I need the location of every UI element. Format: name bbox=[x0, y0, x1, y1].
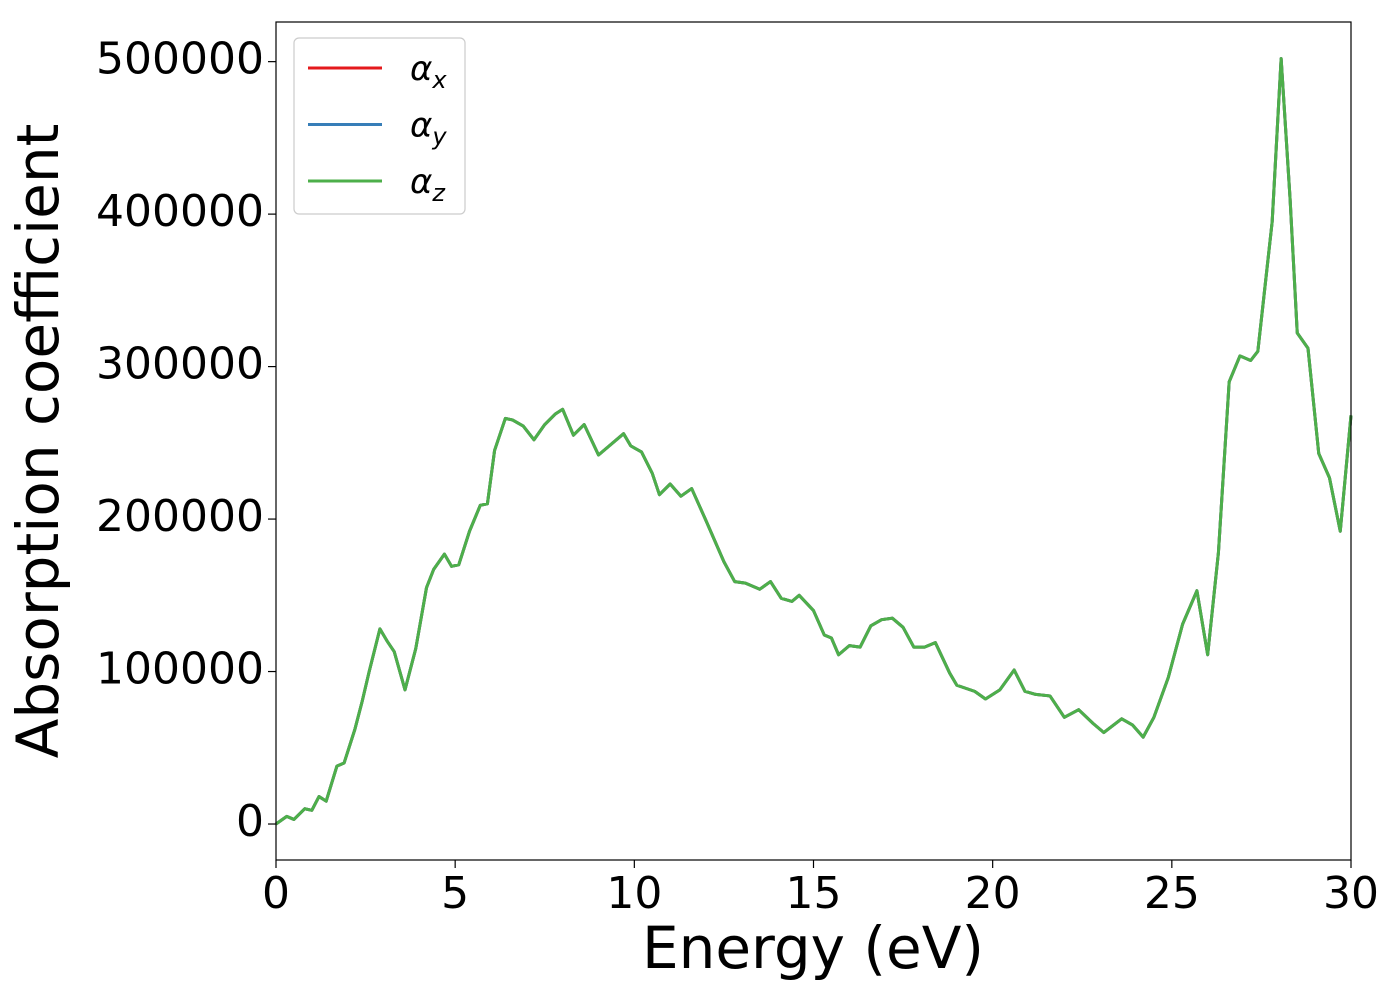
plot-area bbox=[275, 57, 1353, 826]
y-tick-label: 0 bbox=[236, 796, 264, 847]
series-line bbox=[275, 57, 1353, 826]
x-tick-label: 20 bbox=[965, 868, 1021, 919]
y-tick-label: 300000 bbox=[96, 339, 264, 390]
legend-label: αz bbox=[410, 162, 446, 207]
y-tick-label: 200000 bbox=[96, 491, 264, 542]
legend-label: αx bbox=[410, 49, 447, 94]
x-tick-label: 5 bbox=[441, 868, 469, 919]
x-tick-label: 10 bbox=[606, 868, 662, 919]
x-tick-label: 30 bbox=[1323, 868, 1379, 919]
y-axis-label: Absorption coefficient bbox=[4, 124, 72, 759]
x-tick-label: 0 bbox=[262, 868, 290, 919]
y-tick-label: 400000 bbox=[96, 186, 264, 237]
x-tick-label: 15 bbox=[786, 868, 842, 919]
x-axis-label: Energy (eV) bbox=[642, 914, 984, 982]
y-tick-label: 100000 bbox=[96, 644, 264, 695]
y-tick-label: 500000 bbox=[96, 34, 264, 85]
x-tick-label: 25 bbox=[1144, 868, 1200, 919]
legend-label: αy bbox=[410, 106, 447, 151]
